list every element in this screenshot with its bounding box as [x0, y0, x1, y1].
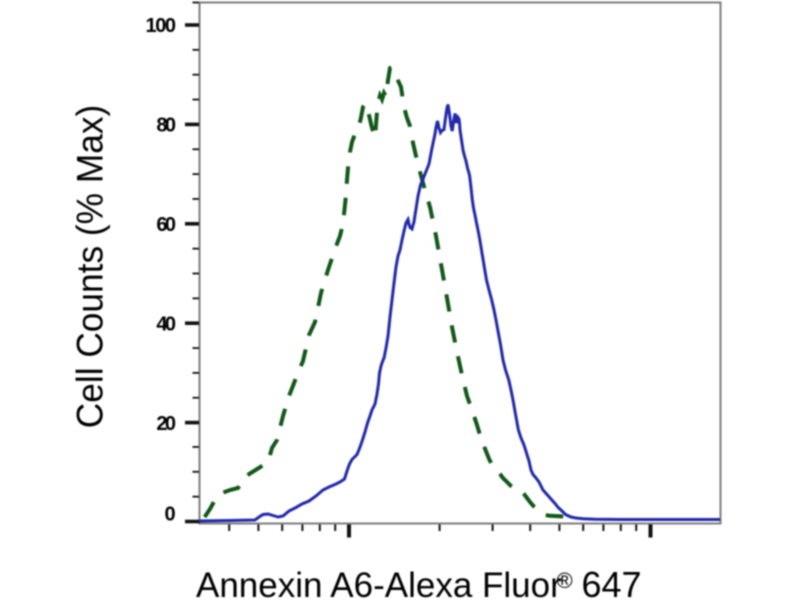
svg-text:0: 0 — [164, 503, 175, 525]
svg-text:80: 80 — [156, 115, 176, 137]
svg-text:100: 100 — [146, 15, 177, 37]
svg-text:60: 60 — [156, 214, 176, 236]
svg-text:Cell Counts (% Max): Cell Counts (% Max) — [70, 105, 111, 429]
svg-text:®: ® — [557, 568, 573, 593]
svg-text:647: 647 — [582, 564, 642, 600]
svg-text:40: 40 — [156, 313, 176, 335]
svg-text:Annexin A6-Alexa Fluor: Annexin A6-Alexa Fluor — [196, 566, 562, 600]
svg-text:20: 20 — [156, 413, 176, 435]
